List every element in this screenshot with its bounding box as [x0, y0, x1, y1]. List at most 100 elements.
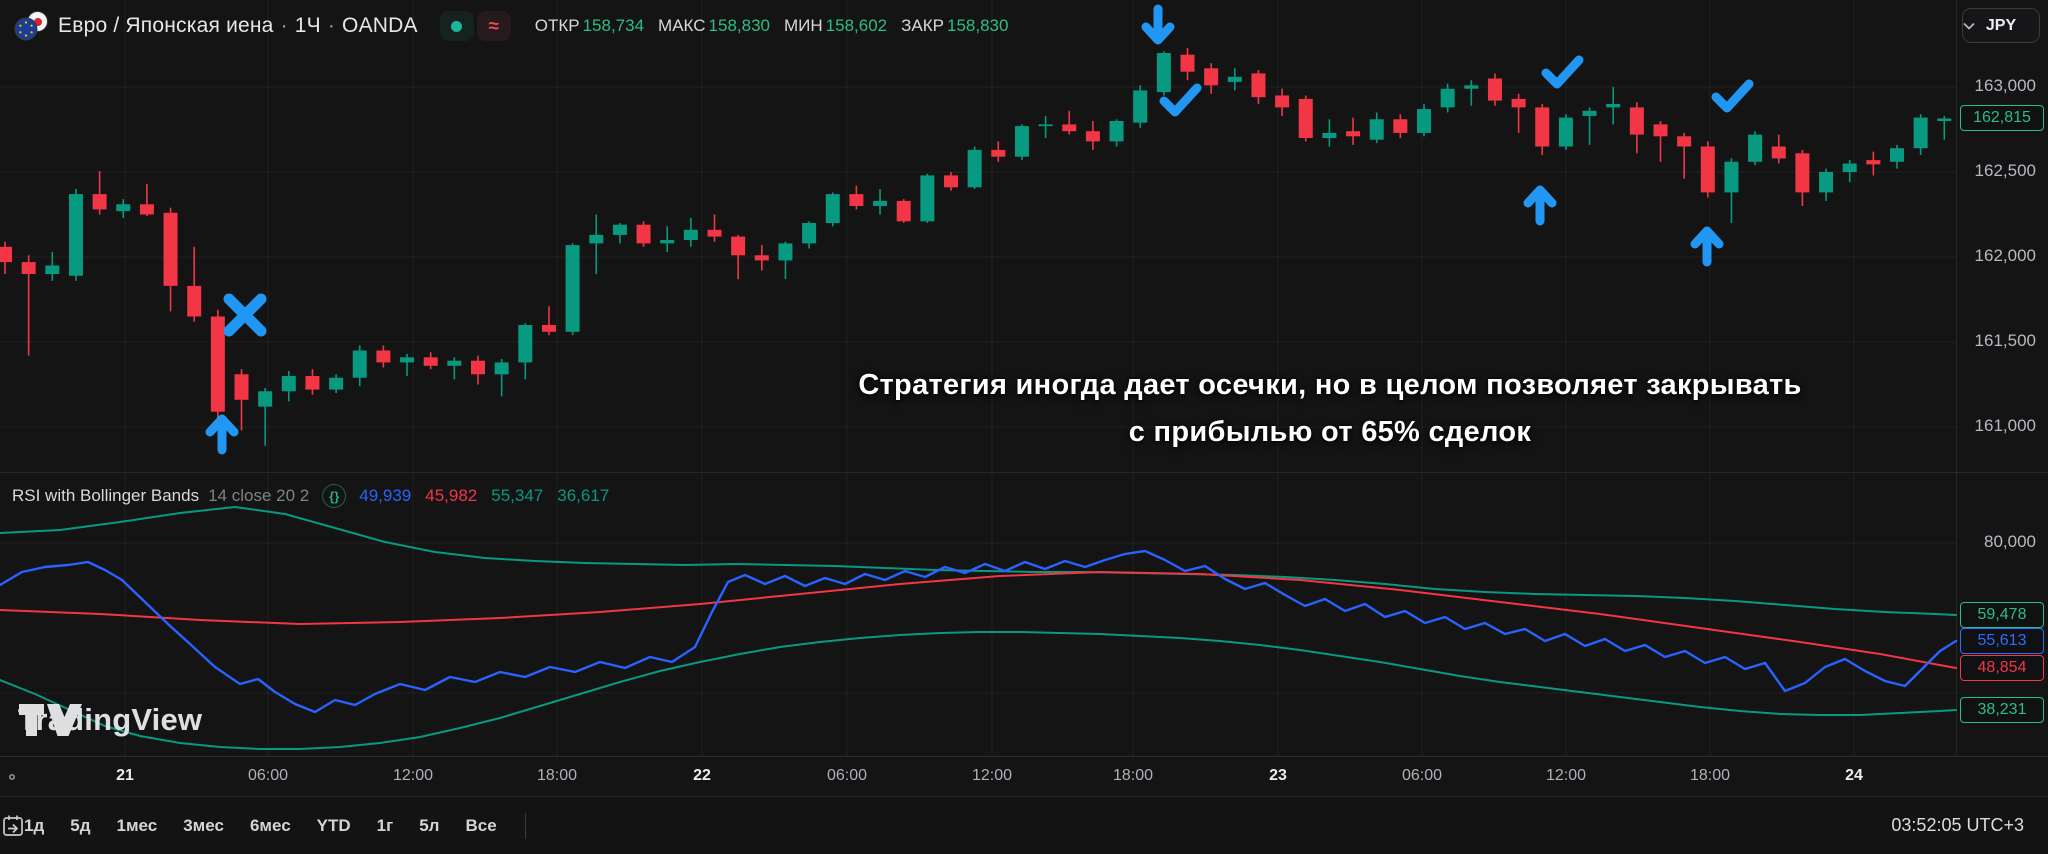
candle — [1298, 95, 1313, 142]
candle — [471, 355, 485, 385]
candle — [1417, 104, 1431, 137]
candle — [305, 369, 320, 395]
interval-label: 1Ч — [294, 14, 321, 37]
calendar-arrow-icon — [3, 815, 23, 836]
tradingview-watermark: TradingView — [18, 702, 202, 738]
candle — [447, 357, 462, 380]
candle — [21, 255, 36, 356]
candle — [873, 189, 888, 215]
rsi-legend-value: 36,617 — [557, 486, 610, 505]
currency-select[interactable]: JPY — [1962, 8, 2040, 43]
candle — [1890, 144, 1904, 169]
rsi-legend: RSI with Bollinger Bands 14 close 20 2 {… — [12, 484, 609, 508]
rsi-value-label: 38,231 — [1960, 697, 2044, 723]
candle — [1275, 88, 1290, 116]
candle — [1535, 104, 1550, 155]
time-axis-label: 06:00 — [1401, 767, 1443, 784]
candle — [0, 241, 12, 274]
time-axis-label: 22 — [693, 767, 711, 784]
price-axis-label: 162,000 — [1974, 246, 2036, 265]
rsi-indicator-title[interactable]: RSI with Bollinger Bands — [12, 486, 200, 505]
candle — [258, 387, 273, 446]
rsi-line — [0, 549, 1958, 714]
candle — [1346, 117, 1361, 145]
time-axis-label: 18:00 — [1689, 767, 1731, 784]
range-button-3мес[interactable]: 3мес — [183, 815, 224, 835]
range-button-все[interactable]: Все — [465, 815, 497, 835]
candle — [92, 171, 107, 215]
curly-braces-icon[interactable]: {} — [322, 484, 347, 508]
ohlc-value: 158,830 — [708, 16, 770, 35]
chevron-down-icon — [1963, 22, 1975, 30]
ohlc-label: ОТКР — [534, 16, 580, 35]
candle — [660, 226, 675, 252]
candle — [920, 173, 935, 223]
candle — [636, 221, 651, 247]
candle — [68, 189, 83, 281]
candle — [825, 192, 840, 227]
price-pane-canvas[interactable] — [0, 0, 2048, 472]
price-axis-border — [1956, 0, 1957, 756]
candle — [589, 214, 604, 274]
price-axis-label: 162,500 — [1974, 161, 2036, 180]
candle — [400, 353, 415, 376]
candle — [1487, 73, 1502, 106]
candle — [1038, 115, 1053, 138]
market-open-icon[interactable] — [439, 11, 474, 41]
candle — [1606, 87, 1621, 125]
candle — [1629, 102, 1644, 154]
candle — [45, 251, 60, 281]
time-axis-label: 21 — [116, 767, 134, 784]
time-axis-label: 23 — [1269, 767, 1287, 784]
candle — [1085, 121, 1100, 150]
candle — [1133, 85, 1148, 128]
candle — [518, 323, 533, 380]
clock-utc[interactable]: 03:52:05 UTC+3 — [1891, 815, 2024, 835]
candle — [1251, 70, 1266, 104]
ohlc-label: МАКС — [658, 16, 706, 35]
price-axis-label: 161,000 — [1974, 416, 2036, 435]
candle — [1464, 80, 1479, 106]
candle — [1819, 168, 1834, 201]
candle — [1014, 124, 1029, 161]
strategy-caption: Стратегия иногда дает осечки, но в целом… — [858, 369, 1802, 448]
rsi-legend-value: 55,347 — [491, 486, 544, 505]
pane-divider[interactable] — [0, 472, 2048, 473]
candle — [1062, 110, 1077, 135]
rsi-pane-canvas[interactable] — [0, 472, 2048, 756]
candle — [494, 359, 509, 397]
ohlc-label: ЗАКР — [901, 16, 944, 35]
range-button-6мес[interactable]: 6мес — [249, 815, 291, 835]
rsi-indicator-params: 14 close 20 2 — [208, 486, 310, 505]
candle — [1677, 132, 1692, 179]
range-button-1мес[interactable]: 1мес — [116, 815, 158, 835]
candle — [683, 217, 698, 247]
candle — [352, 345, 367, 387]
time-axis-label: 18:00 — [536, 767, 578, 784]
candle — [1511, 93, 1526, 133]
range-button-1г[interactable]: 1г — [376, 815, 394, 835]
candle — [423, 352, 438, 370]
rsi-axis-label: 80,000 — [1984, 532, 2036, 551]
price-axis-label: 161,500 — [1974, 331, 2036, 350]
range-button-5л[interactable]: 5л — [419, 815, 440, 835]
ohlc-label: МИН — [784, 16, 823, 35]
symbol-title[interactable]: Евро / Японская иена · 1Ч · OANDA — [58, 14, 418, 37]
range-button-5д[interactable]: 5д — [70, 815, 91, 835]
candle — [896, 199, 911, 223]
range-button-ytd[interactable]: YTD — [316, 815, 351, 835]
candle — [565, 243, 580, 336]
candle — [1582, 107, 1597, 145]
chart-header: Евро / Японская иена · 1Ч · OANDA ≈ ОТКР 158,… — [0, 0, 2048, 52]
candle — [991, 141, 1006, 162]
candle — [1724, 158, 1739, 223]
delayed-data-icon[interactable]: ≈ — [476, 11, 511, 41]
candle — [1369, 112, 1384, 144]
range-button-1д[interactable]: 1д — [24, 815, 45, 835]
candle — [1795, 149, 1810, 206]
time-axis-settings-icon[interactable] — [0, 765, 24, 789]
time-axis[interactable]: 21 06:00 12:00 18:00 22 06:00 12:00 18:00 23 06:0… — [0, 756, 2048, 796]
candle — [163, 207, 178, 312]
candle — [1700, 141, 1715, 198]
